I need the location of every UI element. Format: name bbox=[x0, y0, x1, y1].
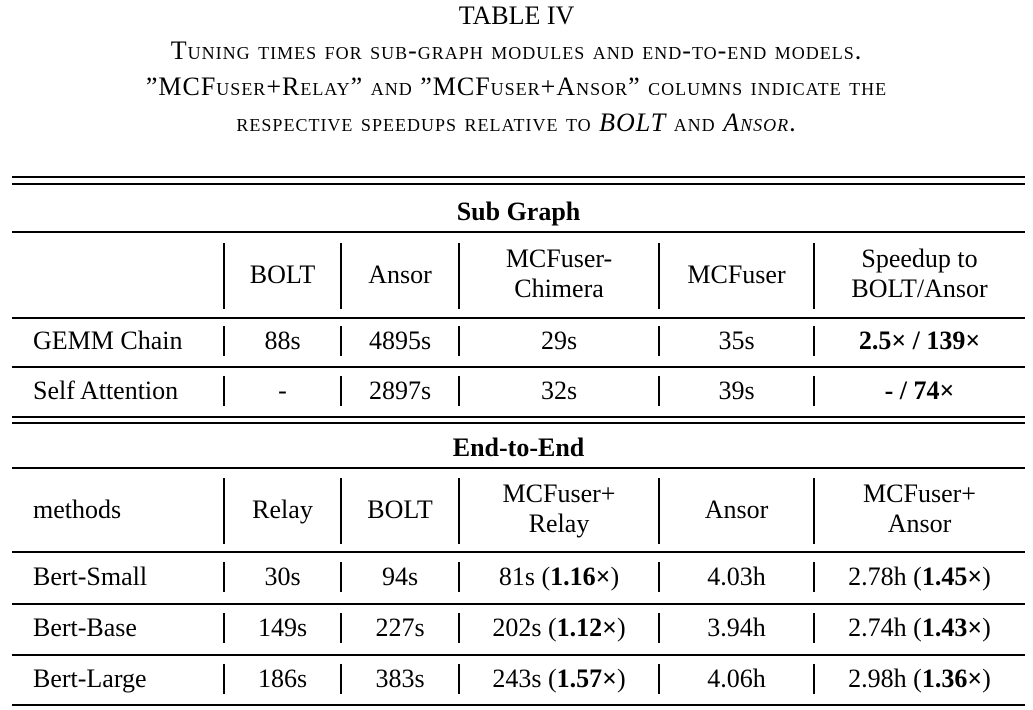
table-row-label: Bert-Base bbox=[33, 613, 137, 642]
subgraph-row1-vline-3 bbox=[458, 326, 460, 356]
e2e-row2-vline-1 bbox=[223, 613, 225, 643]
table-row-label: GEMM Chain bbox=[33, 326, 183, 355]
subgraph-vline-4 bbox=[658, 243, 660, 309]
e2e-header-ansor: Ansor bbox=[704, 495, 769, 524]
caption-line-2: ”MCFuser+Relay” and ”MCFuser+Ansor” colu… bbox=[145, 72, 888, 101]
e2e-row2-vline-5 bbox=[813, 613, 815, 643]
table-cell: 29s bbox=[540, 326, 578, 355]
e2e-row2-vline-4 bbox=[658, 613, 660, 643]
caption-line-3: respective speedups relative to BOLT and… bbox=[236, 108, 797, 137]
subgraph-row2-vline-4 bbox=[658, 376, 660, 406]
e2e-row2-vline-2 bbox=[340, 613, 342, 643]
table-cell: - bbox=[278, 376, 287, 405]
table-cell: 227s bbox=[375, 613, 425, 642]
e2e-header-bolt: BOLT bbox=[367, 495, 433, 524]
table-cell: 35s bbox=[718, 326, 755, 355]
table-cell: 2897s bbox=[368, 376, 432, 405]
table-cell: 30s bbox=[264, 562, 301, 591]
subgraph-row2-vline-1 bbox=[223, 376, 225, 406]
subgraph-header-speedup: Speedup to BOLT/Ansor bbox=[851, 244, 988, 303]
e2e-header-relay: Relay bbox=[252, 495, 313, 524]
subgraph-header-mcfuser: MCFuser bbox=[687, 260, 786, 289]
table-cell: 4.03h bbox=[707, 562, 766, 591]
table-cell-speedup: - / 74× bbox=[884, 376, 955, 405]
table-cell-mcfuser-relay: 243s (1.57×) bbox=[492, 664, 626, 693]
e2e-row2-vline-3 bbox=[458, 613, 460, 643]
subgraph-row2-vline-2 bbox=[340, 376, 342, 406]
subgraph-row1-vline-5 bbox=[813, 326, 815, 356]
subgraph-row1-vline-4 bbox=[658, 326, 660, 356]
e2e-row3-vline-1 bbox=[223, 664, 225, 694]
table-row-label: Bert-Large bbox=[33, 664, 147, 693]
e2e-vline-1 bbox=[223, 478, 225, 544]
table-cell-mcfuser-relay: 202s (1.12×) bbox=[492, 613, 626, 642]
e2e-title-rule bbox=[12, 467, 1025, 469]
e2e-section-title: End-to-End bbox=[452, 433, 585, 462]
subgraph-section-title: Sub Graph bbox=[456, 197, 581, 226]
e2e-row-rule-1 bbox=[12, 603, 1025, 605]
table-cell-speedup: 2.5× / 139× bbox=[858, 326, 981, 355]
e2e-row1-vline-2 bbox=[340, 562, 342, 592]
bottom-rule bbox=[12, 704, 1025, 706]
middle-double-rule-b bbox=[12, 422, 1025, 424]
subgraph-row2-vline-5 bbox=[813, 376, 815, 406]
subgraph-row-rule bbox=[12, 366, 1025, 368]
subgraph-vline-3 bbox=[458, 243, 460, 309]
middle-double-rule-a bbox=[12, 416, 1025, 418]
e2e-row1-vline-5 bbox=[813, 562, 815, 592]
e2e-row1-vline-1 bbox=[223, 562, 225, 592]
table-cell: 186s bbox=[257, 664, 308, 693]
top-double-rule-a bbox=[12, 176, 1025, 178]
table-cell-mcfuser-ansor: 2.74h (1.43×) bbox=[848, 613, 991, 642]
e2e-row3-vline-2 bbox=[340, 664, 342, 694]
subgraph-title-rule bbox=[12, 231, 1025, 233]
table-cell: 383s bbox=[375, 664, 425, 693]
e2e-vline-5 bbox=[813, 478, 815, 544]
table-cell-mcfuser-ansor: 2.98h (1.36×) bbox=[848, 664, 991, 693]
table-cell: 94s bbox=[381, 562, 419, 591]
subgraph-vline-1 bbox=[223, 243, 225, 309]
table-cell: 3.94h bbox=[707, 613, 766, 642]
subgraph-row1-vline-1 bbox=[223, 326, 225, 356]
table-cell: 4.06h bbox=[707, 664, 766, 693]
table-cell-mcfuser-ansor: 2.78h (1.45×) bbox=[848, 562, 991, 591]
table-cell-mcfuser-relay: 81s (1.16×) bbox=[498, 562, 620, 591]
table-cell: 88s bbox=[264, 326, 301, 355]
e2e-vline-4 bbox=[658, 478, 660, 544]
top-double-rule-b bbox=[12, 183, 1025, 185]
e2e-row3-vline-3 bbox=[458, 664, 460, 694]
subgraph-header-rule bbox=[12, 317, 1025, 319]
subgraph-vline-5 bbox=[813, 243, 815, 309]
e2e-row3-vline-5 bbox=[813, 664, 815, 694]
e2e-header-rule bbox=[12, 551, 1025, 553]
subgraph-header-bolt: BOLT bbox=[249, 260, 316, 289]
caption-line-1: Tuning times for sub-graph modules and e… bbox=[170, 36, 863, 65]
e2e-header-mcfuser-relay: MCFuser+ Relay bbox=[502, 479, 616, 538]
subgraph-header-mcfuser-chimera: MCFuser- Chimera bbox=[505, 244, 613, 303]
table-row-label: Self Attention bbox=[33, 376, 179, 405]
subgraph-row1-vline-2 bbox=[340, 326, 342, 356]
subgraph-vline-2 bbox=[340, 243, 342, 309]
e2e-vline-3 bbox=[458, 478, 460, 544]
e2e-header-mcfuser-ansor: MCFuser+ Ansor bbox=[863, 479, 976, 538]
e2e-vline-2 bbox=[340, 478, 342, 544]
e2e-row1-vline-3 bbox=[458, 562, 460, 592]
e2e-header-methods: methods bbox=[33, 495, 122, 524]
table-cell: 39s bbox=[718, 376, 755, 405]
e2e-row1-vline-4 bbox=[658, 562, 660, 592]
e2e-row3-vline-4 bbox=[658, 664, 660, 694]
table-cell: 4895s bbox=[368, 326, 432, 355]
e2e-row-rule-2 bbox=[12, 654, 1025, 656]
table-label: TABLE IV bbox=[458, 1, 575, 30]
subgraph-row2-vline-3 bbox=[458, 376, 460, 406]
table-cell: 149s bbox=[257, 613, 308, 642]
table-row-label: Bert-Small bbox=[33, 562, 148, 591]
table-cell: 32s bbox=[540, 376, 578, 405]
subgraph-header-ansor: Ansor bbox=[368, 260, 432, 289]
